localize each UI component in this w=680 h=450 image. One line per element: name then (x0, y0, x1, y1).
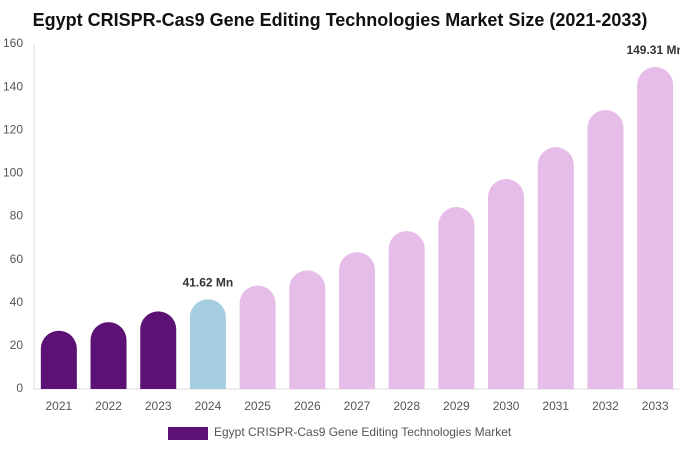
legend-label: Egypt CRISPR-Cas9 Gene Editing Technolog… (214, 425, 512, 439)
x-tick-label: 2024 (195, 399, 222, 413)
bar (289, 270, 326, 389)
bar (438, 207, 475, 389)
bar (587, 109, 624, 389)
x-tick-label: 2033 (642, 399, 669, 413)
bar (90, 322, 127, 389)
y-tick-label: 120 (3, 122, 23, 136)
x-tick-label: 2022 (95, 399, 122, 413)
x-tick-label: 2032 (592, 399, 619, 413)
x-tick-label: 2030 (493, 399, 520, 413)
bar (388, 230, 425, 389)
y-tick-label: 60 (10, 252, 24, 266)
x-tick-label: 2029 (443, 399, 470, 413)
bar (140, 311, 177, 389)
y-tick-label: 80 (10, 209, 24, 223)
x-tick-label: 2023 (145, 399, 172, 413)
x-tick-label: 2028 (393, 399, 420, 413)
x-tick-label: 2026 (294, 399, 321, 413)
bar (189, 299, 226, 389)
x-tick-label: 2031 (542, 399, 569, 413)
legend-swatch (168, 427, 208, 440)
value-label: 149.31 Mn (626, 43, 680, 57)
x-tick-label: 2021 (45, 399, 72, 413)
value-label: 41.62 Mn (183, 275, 234, 289)
bar (40, 330, 77, 389)
y-tick-label: 40 (10, 295, 24, 309)
bar (239, 285, 276, 389)
chart-title: Egypt CRISPR-Cas9 Gene Editing Technolog… (33, 10, 648, 30)
y-tick-label: 140 (3, 79, 23, 93)
x-tick-label: 2025 (244, 399, 271, 413)
y-tick-label: 160 (3, 36, 23, 50)
y-tick-label: 100 (3, 166, 23, 180)
x-tick-label: 2027 (344, 399, 371, 413)
y-tick-label: 0 (16, 381, 23, 395)
bar (339, 252, 375, 389)
bar (537, 147, 574, 389)
bar (637, 67, 674, 389)
bar (488, 179, 525, 389)
y-tick-label: 20 (10, 338, 24, 352)
